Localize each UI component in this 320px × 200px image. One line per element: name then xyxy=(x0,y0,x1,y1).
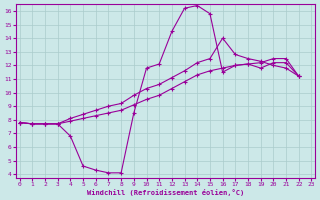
X-axis label: Windchill (Refroidissement éolien,°C): Windchill (Refroidissement éolien,°C) xyxy=(87,189,244,196)
